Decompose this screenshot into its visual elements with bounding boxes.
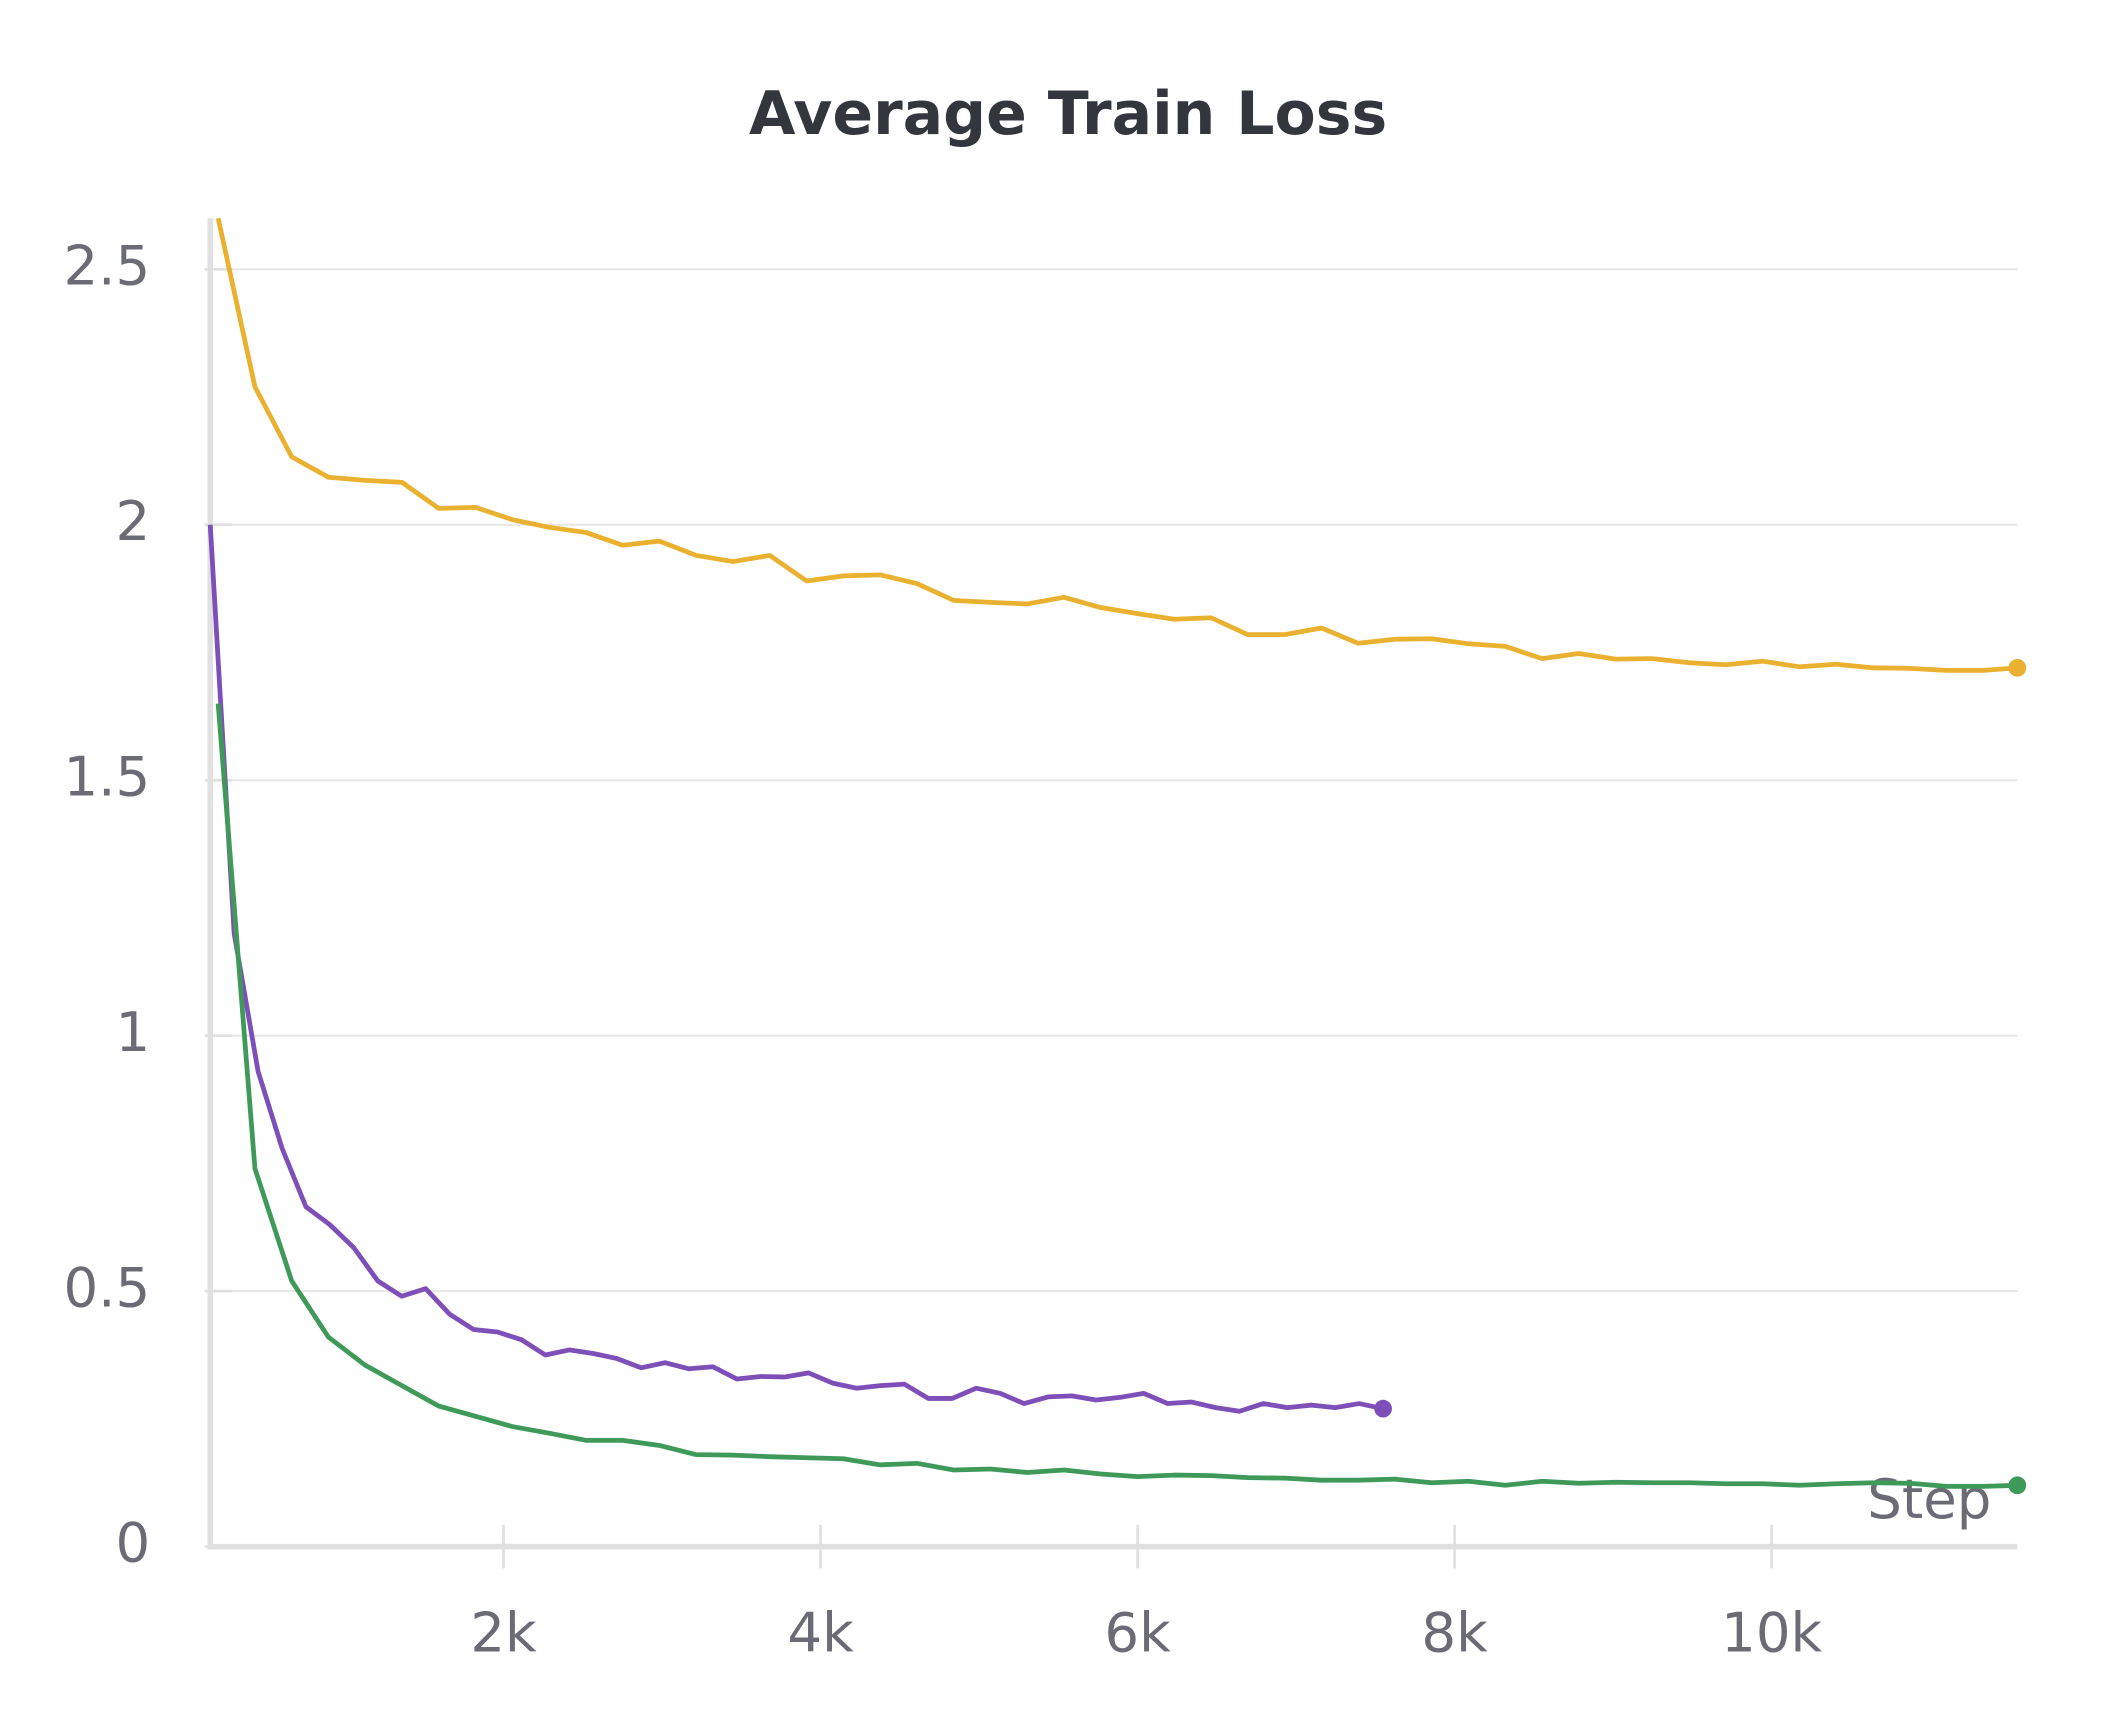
chart-title: Average Train Loss — [749, 79, 1387, 149]
series-line — [207, 524, 1384, 1414]
x-tick-label: 6k — [1104, 1601, 1171, 1665]
end-dot — [1374, 1399, 1392, 1418]
end-dot — [2008, 658, 2027, 677]
y-tick-label: 1 — [116, 1000, 151, 1064]
series-line — [215, 217, 2018, 673]
x-tick-label: 4k — [787, 1601, 854, 1665]
y-tick-label: 2 — [116, 489, 151, 553]
y-tick-label: 0.5 — [63, 1255, 150, 1319]
y-tick-label: 2.5 — [63, 233, 150, 297]
x-tick-label: 8k — [1421, 1601, 1488, 1665]
x-tick-label: 10k — [1721, 1601, 1822, 1665]
y-tick-label: 1.5 — [63, 744, 150, 808]
y-tick-label: 0 — [116, 1511, 151, 1575]
x-tick-label: 2k — [470, 1601, 537, 1665]
series-line — [215, 703, 2018, 1489]
end-dot — [2008, 1476, 2027, 1495]
x-axis-label: Step — [1867, 1467, 1991, 1531]
